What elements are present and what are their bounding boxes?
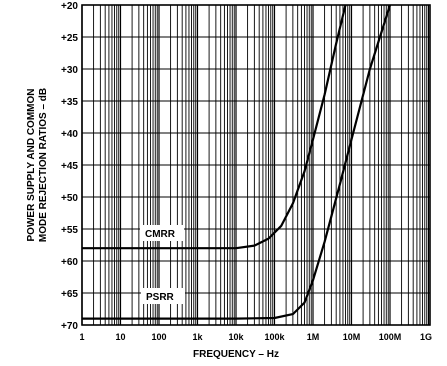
y-tick-label: +35 [61,97,78,108]
x-tick-label: 1G [420,332,432,342]
curves [82,5,392,320]
x-tick-label: 100k [264,332,285,342]
y-tick-label: +25 [61,33,78,44]
series-label-cmrr: CMRR [145,229,176,240]
series-line-cmrr [82,5,347,250]
y-tick-label: +45 [61,161,78,172]
series-label-bg [140,225,184,241]
x-tick-label: 10M [343,332,361,342]
series-label-psrr: PSRR [146,292,175,303]
y-tick-label: +65 [61,289,78,300]
x-tick-label: 100 [151,332,166,342]
x-tick-label: 1M [307,332,320,342]
x-tick-labels: 1 10 100 1k 10k 100k 1M 10M 100M 1G [79,332,432,342]
grid [81,4,430,326]
x-tick-label: 10k [228,332,244,342]
x-tick-label: 100M [379,332,402,342]
y-axis-title-line-1: POWER SUPPLY AND COMMON [26,89,37,242]
series-labels: CMRR PSRR [140,225,185,304]
y-tick-label: +55 [61,225,78,236]
y-tick-label: +70 [61,321,78,332]
y-tick-label: +20 [61,1,78,12]
x-tick-label: 1k [192,332,203,342]
x-axis-title: FREQUENCY – Hz [193,349,279,360]
y-tick-label: +50 [61,193,78,204]
series-line-psrr [82,5,392,320]
x-tick-label: 10 [115,332,125,342]
y-tick-labels: +20 +25 +30 +35 +40 +45 +50 +55 +60 +65 +70 [61,1,78,332]
x-tick-label: 1 [79,332,84,342]
plot-frame [81,4,431,326]
series-label-bg [141,288,185,304]
y-tick-label: +30 [61,65,78,76]
y-axis-title-line-2: MODE REJECTION RATIOS – dB [38,88,49,242]
y-tick-label: +60 [61,257,78,268]
y-tick-label: +40 [61,129,78,140]
